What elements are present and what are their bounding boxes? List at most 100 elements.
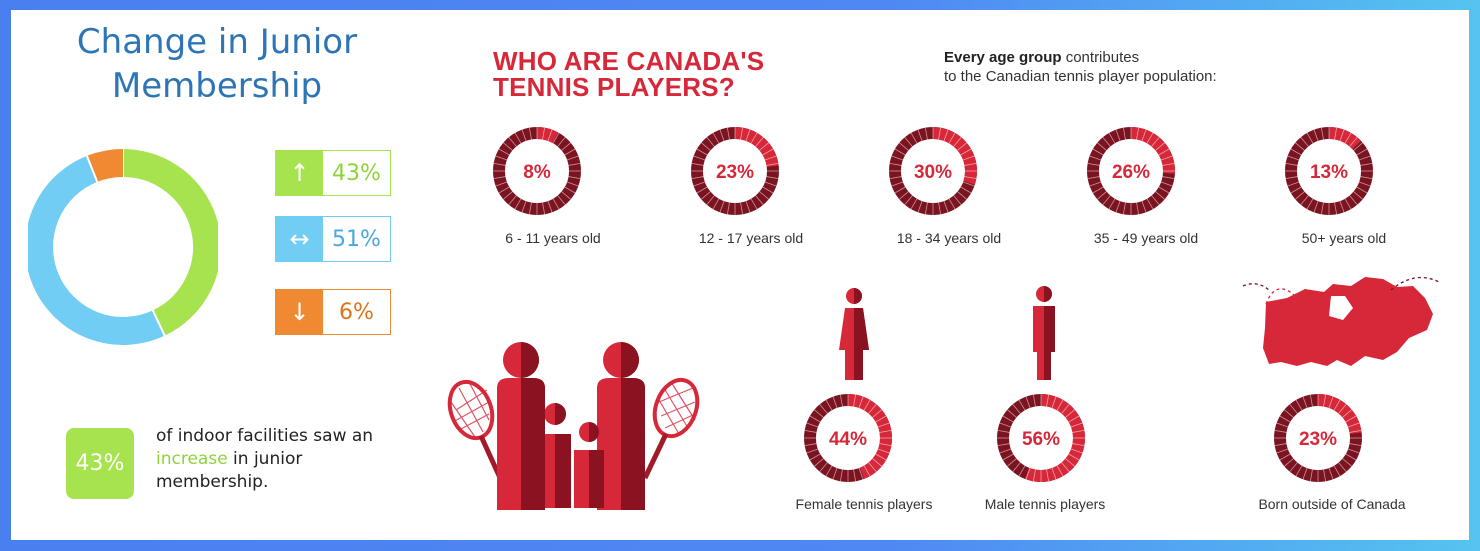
- ring-tick: [904, 195, 913, 205]
- subheading-bold: Every age group: [944, 49, 1062, 66]
- ring-tick: [1002, 453, 1014, 461]
- ring-tick: [839, 469, 843, 482]
- ring-tick: [806, 422, 819, 428]
- ring-tick: [740, 202, 744, 215]
- subheading: Every age group contributes to the Canad…: [944, 48, 1217, 86]
- ring-tick: [1338, 462, 1347, 472]
- ring-tick: [1349, 429, 1362, 433]
- ring-tick: [503, 142, 513, 151]
- ring-tick: [495, 155, 508, 161]
- ring-tick: [498, 186, 510, 194]
- ring-tick: [552, 198, 560, 210]
- ring-tick: [1356, 148, 1368, 156]
- ring-tick: [1284, 458, 1294, 467]
- ring-tick: [764, 155, 777, 161]
- arrow-both-icon: ↔: [276, 217, 323, 261]
- ring-tick: [493, 176, 506, 180]
- ring-tick: [1287, 181, 1300, 187]
- ring-tick: [868, 404, 877, 414]
- ring-tick: [943, 129, 949, 142]
- ring-tick: [1347, 448, 1360, 454]
- ring-tick: [1087, 176, 1100, 180]
- ring-tick: [1349, 137, 1358, 147]
- ring-tick: [1051, 467, 1057, 480]
- ring-tick: [1295, 399, 1303, 411]
- ring-tick: [962, 155, 975, 161]
- ring-tick: [1160, 155, 1173, 161]
- ring-tick: [712, 198, 720, 210]
- ring-tick: [719, 129, 725, 142]
- ring-tick: [1089, 181, 1102, 187]
- ring-tick: [997, 443, 1010, 447]
- ring-tick: [832, 396, 838, 409]
- ring-tick: [1025, 396, 1031, 409]
- ring-tick: [1092, 148, 1104, 156]
- headline: WHO ARE CANADA'S TENNIS PLAYERS?: [493, 48, 764, 100]
- ring-tick: [917, 129, 923, 142]
- age-label-3: 18 - 34 years old: [896, 230, 1002, 246]
- ring-tick: [960, 186, 972, 194]
- ring-tick: [495, 181, 508, 187]
- ring-tick: [740, 127, 744, 140]
- ring-tick: [1018, 465, 1026, 477]
- ring-tick: [568, 162, 581, 166]
- ring-tick: [1328, 467, 1334, 480]
- ring-tick: [755, 137, 764, 147]
- ring-tick: [1002, 415, 1014, 423]
- ring-tick: [1274, 443, 1287, 447]
- ring-tick: [924, 127, 928, 140]
- ring-tick: [894, 148, 906, 156]
- ring-tick: [1056, 399, 1064, 411]
- ring-tick: [561, 142, 571, 151]
- ring-tick: [1342, 458, 1352, 467]
- percentage-ring-2: 23%: [691, 127, 779, 215]
- ring-tick: [1320, 127, 1324, 140]
- ring-tick: [1089, 155, 1102, 161]
- ring-tick: [938, 127, 942, 140]
- headline-line-2: TENNIS PLAYERS?: [493, 72, 735, 102]
- male-icon: [1033, 286, 1055, 380]
- ring-tick: [514, 132, 522, 144]
- ring-tick: [1025, 467, 1031, 480]
- ring-tick: [1302, 396, 1308, 409]
- ring-tick: [1155, 142, 1165, 151]
- ring-tick: [1328, 396, 1334, 409]
- stat-increase: ↑ 43%: [275, 150, 391, 196]
- membership-slice-3: [86, 149, 124, 183]
- ring-tick: [819, 462, 828, 472]
- membership-slice-1: [122, 149, 218, 336]
- ring-tick: [1306, 198, 1314, 210]
- ring-tick: [564, 148, 576, 156]
- ring-tick: [1065, 409, 1075, 418]
- ring-tick: [964, 176, 977, 180]
- born-outside-label: Born outside of Canada: [1258, 496, 1406, 512]
- ring-tick: [1334, 127, 1338, 140]
- ring-tick: [1146, 132, 1154, 144]
- ring-tick: [872, 409, 882, 418]
- ring-tick: [1072, 443, 1085, 447]
- ring-tick: [1136, 127, 1140, 140]
- ring-tick: [564, 186, 576, 194]
- ring-tick: [917, 200, 923, 213]
- ring-tick: [853, 394, 857, 407]
- ring-tick: [759, 142, 769, 151]
- ring-tick: [508, 195, 517, 205]
- ring-value-arc: [536, 127, 559, 144]
- stat-unchanged-value: 51%: [332, 226, 381, 252]
- ring-tick: [1092, 186, 1104, 194]
- percentage-ring-5: 13%: [1285, 127, 1373, 215]
- ring-tick: [1070, 448, 1083, 454]
- caption-post: in junior membership.: [156, 449, 303, 492]
- ring-tick: [1160, 181, 1173, 187]
- ring-tick: [1279, 453, 1291, 461]
- ring-tick: [542, 202, 546, 215]
- ring-tick: [547, 200, 553, 213]
- ring-tick: [1012, 462, 1021, 472]
- ring-tick: [1300, 195, 1309, 205]
- ring-tick: [719, 200, 725, 213]
- ring-tick: [943, 200, 949, 213]
- ring-tick: [1342, 409, 1352, 418]
- ring-tick: [1162, 176, 1175, 180]
- ring-tick: [503, 191, 513, 200]
- ring-tick: [899, 191, 909, 200]
